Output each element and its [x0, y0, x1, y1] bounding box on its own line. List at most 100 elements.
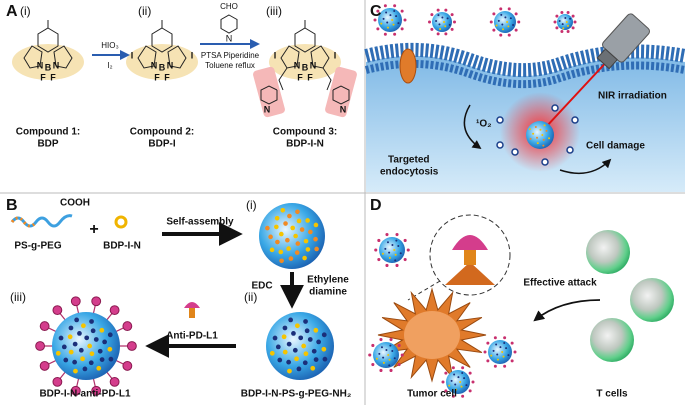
antibody — [468, 371, 472, 375]
payload — [543, 124, 546, 127]
antibody — [430, 13, 434, 17]
nanoparticle — [374, 232, 410, 268]
antibody — [436, 8, 440, 12]
label: Targeted — [388, 155, 430, 166]
atom: N — [53, 60, 60, 70]
reagent: HIO₃ — [101, 41, 118, 50]
payload — [541, 134, 544, 136]
reagent: I₂ — [107, 61, 112, 70]
payload — [87, 343, 93, 349]
oxygen — [496, 116, 504, 124]
payload — [295, 241, 301, 246]
payload — [313, 222, 319, 228]
antibody — [403, 257, 407, 262]
payload — [287, 368, 292, 374]
payload — [63, 357, 69, 363]
payload — [313, 236, 318, 242]
payload — [73, 368, 78, 374]
bond — [37, 27, 59, 53]
payload — [321, 332, 327, 338]
payload — [72, 341, 78, 347]
payload — [397, 22, 400, 25]
payload — [393, 9, 396, 12]
atom: I — [131, 50, 134, 60]
bond — [151, 27, 173, 53]
bond — [260, 67, 288, 105]
antibody — [492, 28, 496, 32]
antibody — [573, 20, 577, 24]
payload — [304, 328, 310, 334]
antibody — [428, 20, 431, 24]
reagent: PTSA Piperidine — [201, 51, 260, 60]
nanoparticle — [428, 8, 456, 36]
reagent: CHO — [220, 2, 238, 11]
payload — [441, 16, 444, 19]
tumor-cell — [377, 287, 487, 383]
antibody — [493, 336, 497, 340]
payload — [435, 19, 438, 22]
label: NIR irradiation — [598, 91, 667, 102]
particle-core — [378, 8, 402, 32]
payload — [296, 218, 302, 224]
label: Tumor cell — [407, 389, 457, 400]
antibody — [91, 385, 102, 396]
payload — [93, 337, 99, 342]
antibody — [385, 263, 389, 268]
payload — [561, 23, 564, 26]
antibody — [397, 362, 401, 367]
payload — [496, 358, 499, 361]
payload — [388, 256, 391, 259]
benzene — [220, 14, 238, 34]
payload — [454, 388, 457, 391]
panel-letter: A — [6, 3, 18, 20]
channel-protein — [399, 48, 417, 84]
antibody — [468, 389, 472, 393]
payload — [72, 359, 78, 365]
antibody — [383, 32, 387, 36]
antibody — [374, 248, 378, 252]
payload — [107, 332, 113, 338]
antibody — [52, 305, 63, 316]
antibody — [403, 238, 407, 243]
payload — [288, 256, 294, 261]
arrow — [559, 158, 612, 175]
antibody — [471, 380, 475, 384]
antibody — [493, 364, 497, 368]
payload — [528, 128, 531, 131]
payload — [500, 13, 503, 16]
payload — [381, 252, 384, 255]
antibody — [566, 30, 570, 34]
payload — [512, 23, 515, 26]
payload — [299, 227, 305, 232]
antibody — [39, 360, 50, 371]
bond — [310, 45, 330, 69]
bond — [53, 45, 73, 69]
payload — [303, 351, 309, 357]
nanoparticle — [526, 121, 554, 149]
antibody — [70, 296, 81, 307]
particle-core — [494, 11, 516, 33]
payload — [303, 319, 308, 324]
bond — [23, 45, 43, 69]
payload — [507, 354, 510, 357]
reagent: Toluene reflux — [205, 61, 255, 70]
payload — [382, 17, 385, 20]
payload — [302, 360, 308, 366]
payload — [275, 344, 281, 350]
payload — [274, 224, 279, 230]
plus: + — [89, 221, 98, 238]
payload — [439, 27, 442, 30]
atom: B — [302, 62, 309, 72]
payload — [322, 356, 328, 362]
antibody — [503, 364, 507, 368]
atom: I — [334, 50, 337, 60]
payload — [286, 359, 292, 365]
payload — [536, 142, 539, 145]
payload — [437, 14, 440, 17]
antibody — [371, 362, 375, 367]
payload — [391, 19, 394, 21]
atom: I — [274, 50, 277, 60]
antibody — [109, 376, 120, 387]
antibody — [371, 343, 375, 348]
payload — [505, 347, 508, 350]
